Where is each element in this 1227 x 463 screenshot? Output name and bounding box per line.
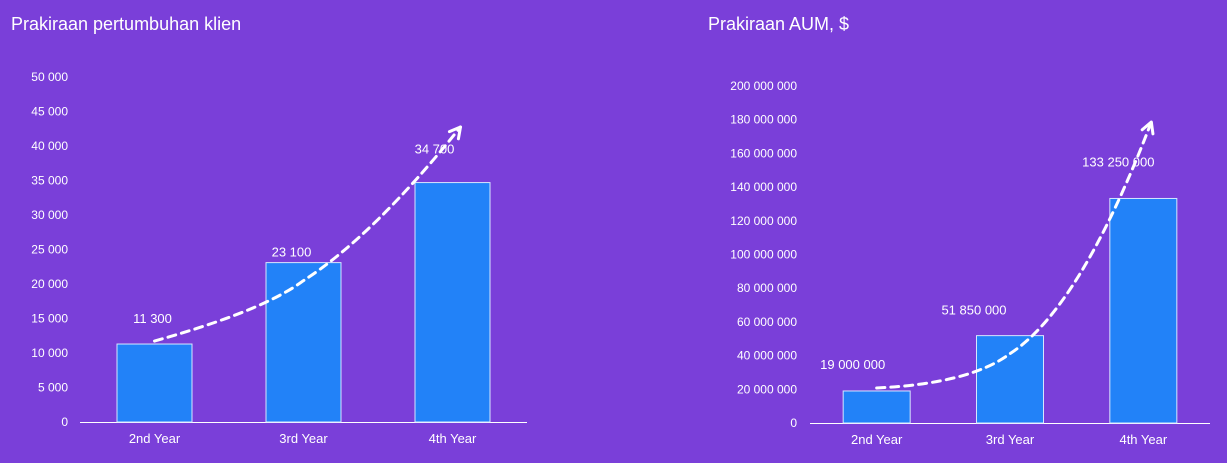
data-label: 19 000 000 bbox=[820, 357, 885, 372]
y-tick-label: 5 000 bbox=[38, 381, 68, 395]
x-tick-label: 4th Year bbox=[429, 431, 477, 446]
y-tick-label: 50 000 bbox=[31, 70, 68, 84]
y-tick-label: 0 bbox=[790, 416, 797, 430]
y-tick-label: 140 000 000 bbox=[730, 180, 797, 194]
bar bbox=[842, 390, 911, 424]
y-tick-label: 160 000 000 bbox=[730, 146, 797, 160]
y-tick-label: 20 000 bbox=[31, 277, 68, 291]
data-label: 11 300 bbox=[133, 311, 172, 326]
x-tick-label: 4th Year bbox=[1119, 432, 1167, 447]
y-tick-label: 25 000 bbox=[31, 243, 68, 257]
client-growth-plot: 0 5 000 10 000 15 000 20 000 25 000 30 000 35 0… bbox=[31, 70, 527, 446]
x-tick-label: 3rd Year bbox=[279, 431, 328, 446]
chart-title: Prakiraan AUM, $ bbox=[708, 14, 850, 34]
y-tick-label: 10 000 bbox=[31, 346, 68, 360]
y-tick-label: 30 000 bbox=[31, 208, 68, 222]
y-tick-label: 40 000 000 bbox=[737, 349, 797, 363]
y-tick-label: 60 000 000 bbox=[737, 315, 797, 329]
x-tick-label: 3rd Year bbox=[986, 432, 1035, 447]
chart-title: Prakiraan pertumbuhan klien bbox=[11, 14, 242, 34]
bar bbox=[414, 182, 491, 423]
x-tick-label: 2nd Year bbox=[851, 432, 903, 447]
y-tick-label: 15 000 bbox=[31, 312, 68, 326]
data-label: 51 850 000 bbox=[941, 303, 1006, 318]
bar bbox=[265, 262, 342, 423]
y-tick-label: 0 bbox=[61, 415, 68, 429]
aum-chart: Prakiraan AUM, $ 0 20 000 000 40 000 000 60… bbox=[600, 0, 1227, 463]
trend-arrow-line bbox=[875, 120, 1153, 390]
bar bbox=[116, 343, 193, 423]
y-tick-label: 100 000 000 bbox=[730, 248, 797, 262]
data-label: 133 250 000 bbox=[1082, 154, 1154, 169]
y-tick-label: 180 000 000 bbox=[730, 113, 797, 127]
trend-arrow-head bbox=[1140, 120, 1155, 136]
x-tick-label: 2nd Year bbox=[129, 431, 181, 446]
client-growth-chart: Prakiraan pertumbuhan klien 0 5 000 10 000… bbox=[0, 0, 600, 463]
y-tick-label: 200 000 000 bbox=[730, 79, 797, 93]
data-label: 34 700 bbox=[415, 142, 455, 157]
bar bbox=[976, 335, 1044, 424]
data-label: 23 100 bbox=[272, 245, 312, 260]
trend-arrow-line bbox=[153, 125, 462, 343]
bar bbox=[1109, 197, 1178, 424]
aum-plot: 0 20 000 000 40 000 000 60 000 000 80 000 00… bbox=[730, 79, 1210, 447]
y-tick-label: 20 000 000 bbox=[737, 382, 797, 396]
y-tick-label: 45 000 bbox=[31, 105, 68, 119]
y-tick-label: 120 000 000 bbox=[730, 214, 797, 228]
y-tick-label: 40 000 bbox=[31, 139, 68, 153]
trend-arrow-head bbox=[447, 125, 462, 141]
y-tick-label: 80 000 000 bbox=[737, 281, 797, 295]
y-tick-label: 35 000 bbox=[31, 174, 68, 188]
